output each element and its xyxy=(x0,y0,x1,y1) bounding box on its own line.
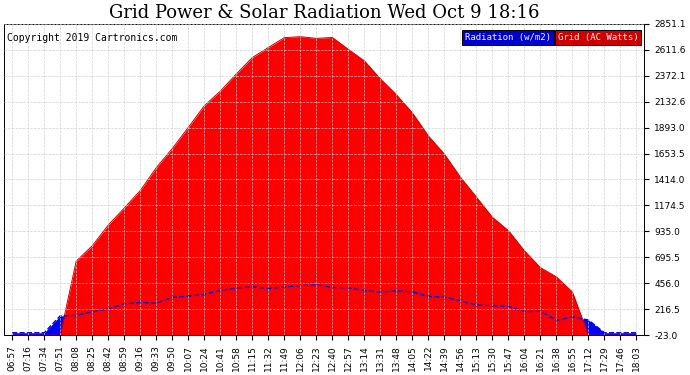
Title: Grid Power & Solar Radiation Wed Oct 9 18:16: Grid Power & Solar Radiation Wed Oct 9 1… xyxy=(109,4,540,22)
Text: Radiation (w/m2): Radiation (w/m2) xyxy=(465,33,551,42)
Text: Copyright 2019 Cartronics.com: Copyright 2019 Cartronics.com xyxy=(8,33,178,43)
Text: Grid (AC Watts): Grid (AC Watts) xyxy=(558,33,639,42)
